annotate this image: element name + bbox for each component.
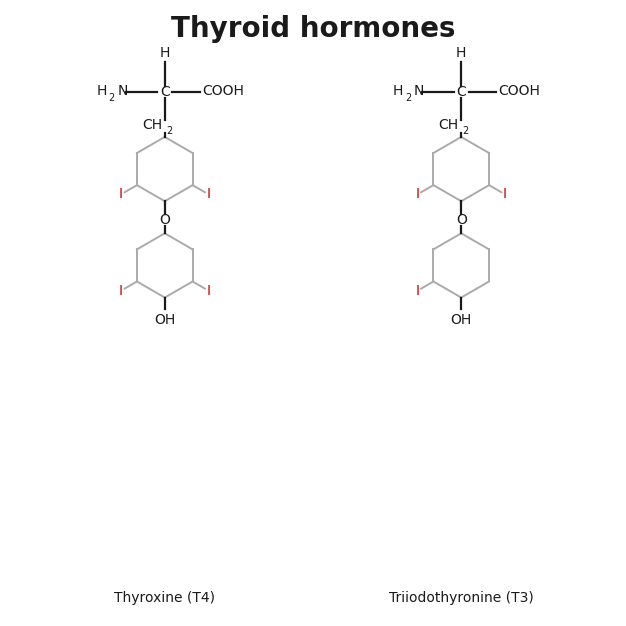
Text: I: I: [119, 284, 123, 298]
Text: C: C: [456, 85, 466, 99]
Text: Thyroxine (T4): Thyroxine (T4): [115, 592, 215, 605]
Text: N: N: [117, 85, 128, 98]
Text: O: O: [456, 213, 466, 227]
Text: OH: OH: [154, 313, 175, 327]
Text: O: O: [160, 213, 170, 227]
Text: I: I: [503, 187, 507, 202]
Text: H: H: [393, 85, 403, 98]
Text: Triiodothyronine (T3): Triiodothyronine (T3): [389, 592, 533, 605]
Text: H: H: [456, 46, 466, 59]
Text: CH: CH: [142, 118, 162, 132]
Text: H: H: [160, 46, 170, 59]
Text: COOH: COOH: [498, 85, 540, 98]
Text: COOH: COOH: [202, 85, 244, 98]
Text: I: I: [416, 187, 419, 202]
Text: I: I: [416, 284, 419, 298]
Text: 2: 2: [166, 126, 172, 136]
Text: C: C: [160, 85, 170, 99]
Text: I: I: [207, 187, 210, 202]
Text: 2: 2: [405, 93, 411, 103]
Text: 2: 2: [463, 126, 469, 136]
Text: 2: 2: [108, 93, 115, 103]
Text: OH: OH: [451, 313, 472, 327]
Text: I: I: [207, 284, 210, 298]
Text: H: H: [96, 85, 106, 98]
Text: N: N: [414, 85, 424, 98]
Text: CH: CH: [439, 118, 459, 132]
Text: I: I: [119, 187, 123, 202]
Text: Thyroid hormones: Thyroid hormones: [171, 15, 455, 43]
